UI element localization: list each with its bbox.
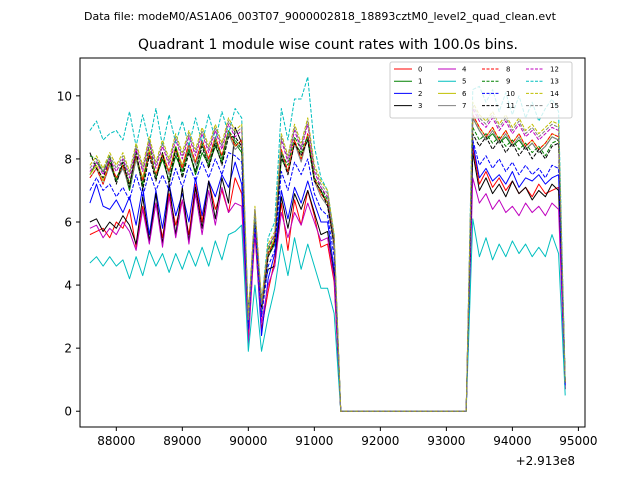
series-line-0 bbox=[89, 145, 566, 412]
legend-label-3: 3 bbox=[418, 102, 422, 110]
y-tick-label: 8 bbox=[64, 152, 72, 166]
chart-title: Quadrant 1 module wise count rates with … bbox=[138, 37, 518, 53]
series-line-4 bbox=[89, 177, 566, 412]
legend-label-10: 10 bbox=[506, 90, 515, 98]
series-line-14 bbox=[89, 101, 566, 412]
legend-label-7: 7 bbox=[462, 102, 466, 110]
y-tick-label: 6 bbox=[64, 216, 72, 230]
legend-label-2: 2 bbox=[418, 90, 422, 98]
legend-label-4: 4 bbox=[462, 66, 467, 74]
y-axis: 0 2 4 6 8 10 bbox=[57, 89, 80, 419]
y-tick-label: 4 bbox=[64, 279, 72, 293]
x-tick-label: 89000 bbox=[163, 434, 201, 448]
legend-label-1: 1 bbox=[418, 78, 422, 86]
x-tick-label: 94000 bbox=[493, 434, 531, 448]
legend-label-6: 6 bbox=[462, 90, 467, 98]
x-tick-label: 92000 bbox=[361, 434, 399, 448]
y-tick-label: 0 bbox=[64, 405, 72, 419]
plot-area bbox=[80, 58, 585, 427]
series-layer bbox=[89, 76, 566, 412]
x-tick-label: 95000 bbox=[559, 434, 597, 448]
legend-label-12: 12 bbox=[550, 66, 559, 74]
legend-box bbox=[389, 61, 573, 119]
x-tick-label: 93000 bbox=[427, 434, 465, 448]
legend-label-0: 0 bbox=[418, 66, 422, 74]
series-line-8 bbox=[89, 114, 566, 412]
series-line-5 bbox=[89, 218, 566, 412]
plot-frame bbox=[79, 57, 586, 428]
x-tick-label: 91000 bbox=[295, 434, 333, 448]
legend-label-9: 9 bbox=[506, 78, 510, 86]
x-tick-label: 90000 bbox=[229, 434, 267, 448]
y-tick-label: 10 bbox=[57, 89, 72, 103]
series-line-15 bbox=[89, 104, 566, 412]
series-line-9 bbox=[89, 126, 566, 412]
legend-label-15: 15 bbox=[550, 102, 559, 110]
y-tick-label: 2 bbox=[64, 342, 72, 356]
chart-suptitle: Data file: modeM0/AS1A06_003T07_90000028… bbox=[84, 10, 557, 23]
legend-label-13: 13 bbox=[550, 78, 559, 86]
legend-label-11: 11 bbox=[506, 102, 515, 110]
series-line-11 bbox=[89, 133, 566, 412]
x-offset-label: +2.913e8 bbox=[516, 454, 575, 468]
legend-label-8: 8 bbox=[506, 66, 510, 74]
legend-label-14: 14 bbox=[550, 90, 559, 98]
x-axis: 88000 89000 90000 91000 92000 93000 94000 95000 bbox=[97, 427, 597, 448]
x-tick-label: 88000 bbox=[97, 434, 135, 448]
legend-label-5: 5 bbox=[462, 78, 466, 86]
series-line-10 bbox=[89, 139, 566, 412]
